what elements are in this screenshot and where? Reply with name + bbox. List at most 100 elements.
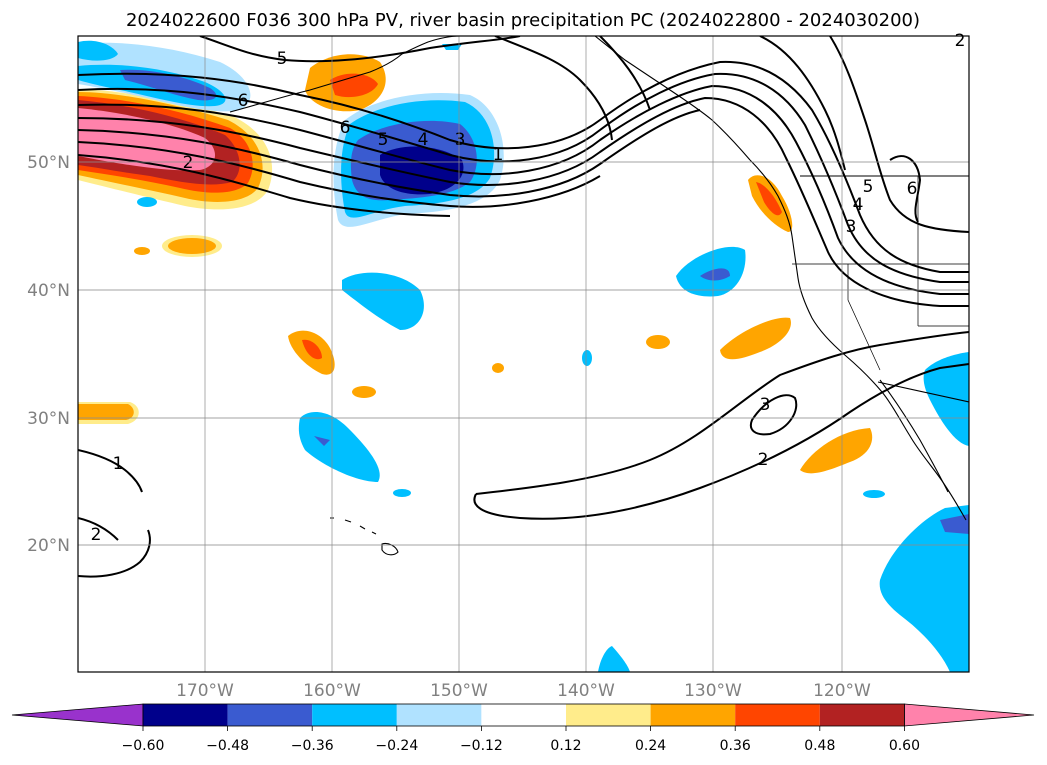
gridlines — [78, 36, 969, 672]
lon-label: 170°W — [176, 681, 234, 701]
shade-positive-small-147w — [492, 363, 504, 373]
shade-positive-offshore-126w — [720, 317, 791, 360]
colorbar-extend-low — [11, 703, 144, 727]
colorbar-tick-labels: −0.60 −0.48 −0.36 −0.24 −0.12 0.12 0.24 … — [122, 738, 920, 754]
contour-line-2 — [78, 72, 969, 283]
contour-label: 3 — [455, 130, 466, 150]
contour-line-5 — [78, 109, 701, 198]
contour-label: 3 — [760, 395, 771, 415]
colorbar-tick-label: −0.12 — [460, 738, 503, 754]
colorbar-tick-label: 0.60 — [889, 738, 920, 754]
shade-negative-small-140w — [582, 350, 592, 366]
colorbar-extend-high — [904, 703, 1035, 727]
lon-label: 150°W — [430, 681, 488, 701]
contour-label: 1 — [113, 454, 124, 474]
shade-negative-north-corner — [78, 40, 118, 61]
contour-label: 2 — [183, 153, 194, 173]
contour-line-2-subtropical — [475, 331, 969, 495]
contour-line-10 — [599, 36, 651, 111]
shade-positive-northwest-pink — [78, 108, 216, 171]
colorbar-segment — [312, 704, 397, 726]
contour-line-9 — [494, 36, 613, 141]
latitude-labels: 50°N 40°N 30°N 20°N — [27, 153, 70, 556]
colorbar-tick-label: −0.60 — [122, 738, 165, 754]
contour-label: 6 — [340, 118, 351, 138]
shade-positive-dateline-west — [134, 247, 150, 255]
shade-positive-near-162w-core — [302, 339, 322, 360]
map-frame — [77, 35, 970, 673]
shade-negative-small-155w — [393, 489, 411, 497]
lat-label: 20°N — [27, 536, 70, 556]
colorbar-tick-label: 0.36 — [720, 738, 751, 754]
lon-label: 140°W — [557, 681, 615, 701]
us-mexico-border — [877, 381, 969, 403]
shade-positive-small-135w — [646, 335, 670, 349]
contour-label: 5 — [378, 130, 389, 150]
colorbar-segment — [735, 704, 820, 726]
contour-line-3 — [78, 84, 969, 295]
contour-line-4 — [78, 96, 969, 307]
longitude-labels: 170°W 160°W 150°W 140°W 130°W 120°W — [176, 681, 871, 701]
colorbar-frame — [142, 703, 905, 727]
contour-line-2-subtropical-south — [473, 363, 969, 520]
shade-negative-small-171w — [137, 197, 157, 207]
shade-positive-offshore-122w — [800, 428, 873, 474]
alaska-peninsula-coast — [229, 36, 461, 113]
contour-labels: 5 6 6 5 4 3 1 2 2 5 4 3 6 3 2 1 2 — [91, 31, 966, 545]
shade-negative-mexico-south-core — [940, 514, 969, 534]
baja-coast — [879, 379, 949, 493]
pv-contours — [78, 36, 969, 578]
contour-label: 4 — [418, 130, 429, 150]
contour-line-1 — [78, 60, 969, 273]
contour-line-8 — [199, 36, 521, 63]
map-panel: 5 6 6 5 4 3 1 2 2 5 4 3 6 3 2 1 2 — [77, 31, 970, 673]
contour-label: 2 — [758, 450, 769, 470]
shade-positive-aleutian-red — [330, 73, 378, 98]
colorbar-segment — [650, 704, 736, 726]
lat-label: 30°N — [27, 409, 70, 429]
colorbar: −0.60 −0.48 −0.36 −0.24 −0.12 0.12 0.24 … — [11, 703, 1035, 754]
shade-negative-near-157w — [342, 272, 424, 330]
lat-label: 50°N — [27, 153, 70, 173]
contour-line-6 — [78, 141, 601, 208]
colorbar-tick-label: 0.48 — [804, 738, 835, 754]
lon-label: 120°W — [813, 681, 871, 701]
contour-line-2-west-lower — [78, 529, 151, 578]
contour-label: 1 — [493, 145, 504, 165]
contour-line-2-west — [78, 517, 119, 541]
colorbar-segment — [396, 704, 482, 726]
colorbar-segment — [481, 704, 566, 726]
shade-negative-bottom-141w — [598, 646, 630, 672]
colorbar-tick-label: −0.24 — [375, 738, 418, 754]
contour-label: 5 — [277, 49, 288, 69]
colorbar-segment — [143, 704, 228, 726]
colorbar-tick-label: 0.24 — [635, 738, 666, 754]
lon-label: 160°W — [303, 681, 361, 701]
contour-label: 3 — [846, 217, 857, 237]
shade-negative-near-133w-core — [700, 268, 730, 281]
contour-label: 2 — [91, 525, 102, 545]
shade-positive-small-158w — [352, 386, 376, 398]
contour-label: 4 — [853, 195, 864, 215]
shade-positive-west-edge-core — [78, 404, 134, 420]
contour-line-11 — [759, 36, 846, 171]
lat-label: 40°N — [27, 281, 70, 301]
colorbar-segment — [819, 704, 905, 726]
colorbar-segment — [227, 704, 313, 726]
contour-line-7 — [78, 154, 451, 217]
lon-label: 130°W — [684, 681, 742, 701]
shade-negative-near-162w-south-core — [314, 436, 330, 446]
shade-negative-mexico-south — [879, 505, 969, 672]
pnw-coast — [749, 159, 967, 521]
shade-negative-near-162w-south — [298, 412, 380, 482]
contour-label: 6 — [238, 91, 249, 111]
shade-positive-dateline-core — [168, 238, 216, 254]
colorbar-tick-label: −0.48 — [206, 738, 249, 754]
figure-title: 2024022600 F036 300 hPa PV, river basin … — [126, 10, 920, 31]
shade-negative-baja — [923, 352, 969, 446]
contour-label: 2 — [955, 31, 966, 51]
colorbar-segment — [566, 704, 651, 726]
colorbar-tick-label: 0.12 — [550, 738, 581, 754]
shade-positive-pnw-coast-core — [756, 182, 782, 216]
